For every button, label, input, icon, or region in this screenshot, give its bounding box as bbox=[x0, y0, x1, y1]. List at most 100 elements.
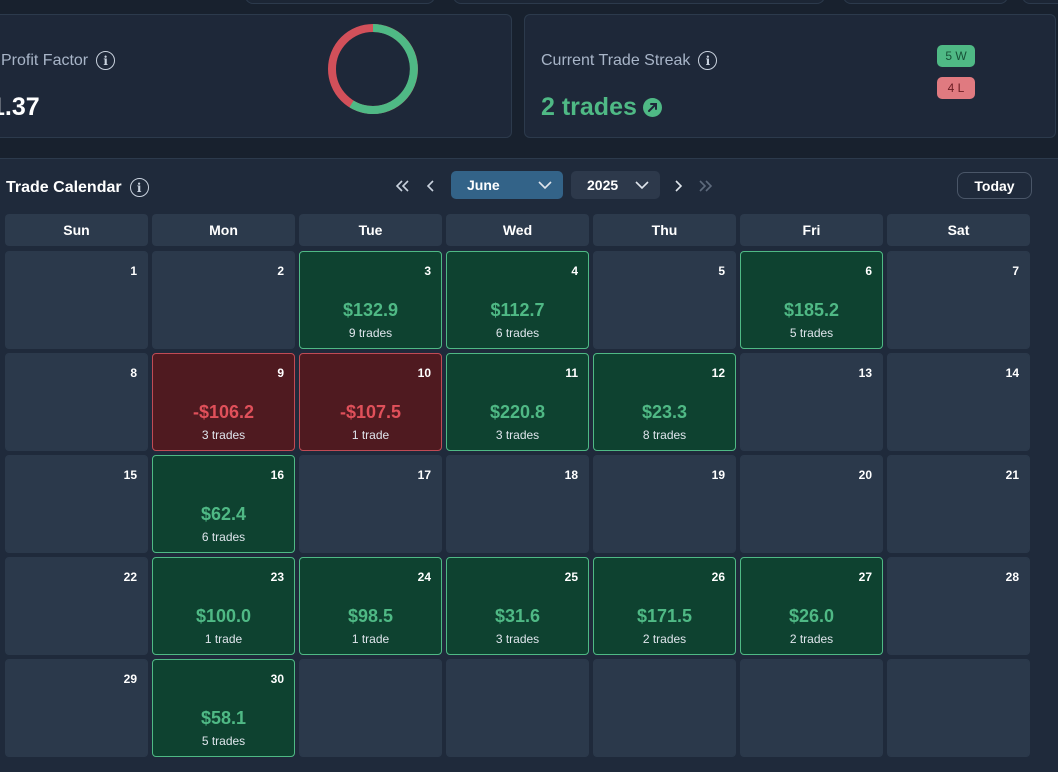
day-trade-count: 2 trades bbox=[789, 632, 834, 646]
calendar-day-cell[interactable]: 7 bbox=[887, 251, 1030, 349]
day-pnl: $132.9 bbox=[342, 300, 399, 320]
calendar-day-cell[interactable]: 26 $171.5 2 trades bbox=[593, 557, 736, 655]
year-value: 2025 bbox=[587, 177, 619, 193]
prev-year-button[interactable] bbox=[392, 176, 412, 196]
day-number: 10 bbox=[417, 366, 431, 380]
day-number: 13 bbox=[858, 366, 872, 380]
calendar-day-cell[interactable]: 19 bbox=[593, 455, 736, 553]
day-pnl: -$106.2 bbox=[192, 402, 255, 422]
calendar-day-cell[interactable]: 27 $26.0 2 trades bbox=[740, 557, 883, 655]
day-number: 27 bbox=[858, 570, 872, 584]
month-select[interactable]: June bbox=[451, 171, 563, 199]
calendar-day-cell[interactable]: 2 bbox=[152, 251, 295, 349]
next-month-button[interactable] bbox=[668, 176, 688, 196]
day-pnl: $31.6 bbox=[494, 606, 541, 626]
info-icon[interactable]: i bbox=[129, 178, 149, 197]
prev-month-button[interactable] bbox=[421, 176, 441, 196]
day-number: 15 bbox=[123, 468, 137, 482]
calendar-day-cell[interactable]: 21 bbox=[887, 455, 1030, 553]
calendar-day-cell[interactable] bbox=[740, 659, 883, 757]
calendar-day-cell[interactable]: 28 bbox=[887, 557, 1030, 655]
top-tab[interactable] bbox=[843, 0, 1008, 4]
calendar-day-cell[interactable]: 5 bbox=[593, 251, 736, 349]
day-number: 2 bbox=[277, 264, 284, 278]
calendar-day-cell[interactable]: 16 $62.4 6 trades bbox=[152, 455, 295, 553]
arrow-up-right-icon bbox=[642, 98, 662, 117]
day-trade-count: 3 trades bbox=[495, 428, 540, 442]
year-select[interactable]: 2025 bbox=[571, 171, 660, 199]
day-number: 21 bbox=[1005, 468, 1019, 482]
day-number: 19 bbox=[711, 468, 725, 482]
calendar-day-cell[interactable]: 17 bbox=[299, 455, 442, 553]
double-chevron-left-icon bbox=[395, 180, 409, 192]
calendar-day-cell[interactable] bbox=[446, 659, 589, 757]
day-trade-count: 6 trades bbox=[495, 326, 540, 340]
calendar-day-cell[interactable]: 4 $112.7 6 trades bbox=[446, 251, 589, 349]
calendar-day-cell[interactable]: 1 bbox=[5, 251, 148, 349]
calendar-day-cell[interactable]: 9 -$106.2 3 trades bbox=[152, 353, 295, 451]
calendar-day-cell[interactable]: 29 bbox=[5, 659, 148, 757]
calendar-day-cell[interactable] bbox=[887, 659, 1030, 757]
day-number: 9 bbox=[277, 366, 284, 380]
day-number: 24 bbox=[417, 570, 431, 584]
calendar-day-cell[interactable] bbox=[299, 659, 442, 757]
trade-streak-card: Current Trade Streak i 2 trades 5 W 4 L bbox=[524, 14, 1056, 138]
day-trade-count: 9 trades bbox=[348, 326, 393, 340]
calendar-day-cell[interactable]: 14 bbox=[887, 353, 1030, 451]
calendar-day-cell[interactable]: 18 bbox=[446, 455, 589, 553]
chevron-down-icon bbox=[538, 181, 552, 190]
calendar-day-cell[interactable]: 30 $58.1 5 trades bbox=[152, 659, 295, 757]
calendar-day-cell[interactable]: 22 bbox=[5, 557, 148, 655]
day-number: 23 bbox=[270, 570, 284, 584]
weekday-label: Fri bbox=[740, 214, 883, 246]
day-pnl: $220.8 bbox=[489, 402, 546, 422]
day-trade-count: 1 trade bbox=[351, 428, 390, 442]
day-trade-count: 1 trade bbox=[204, 632, 243, 646]
donut-win-arc bbox=[349, 24, 418, 114]
calendar-day-cell[interactable]: 10 -$107.5 1 trade bbox=[299, 353, 442, 451]
weekday-header: Sun Mon Tue Wed Thu Fri Sat bbox=[5, 214, 1033, 246]
top-tab[interactable] bbox=[1022, 0, 1058, 4]
day-number: 7 bbox=[1012, 264, 1019, 278]
calendar-day-cell[interactable]: 20 bbox=[740, 455, 883, 553]
day-pnl: $112.7 bbox=[490, 300, 545, 320]
today-button[interactable]: Today bbox=[957, 172, 1032, 199]
calendar-day-cell[interactable]: 12 $23.3 8 trades bbox=[593, 353, 736, 451]
weekday-label: Tue bbox=[299, 214, 442, 246]
calendar-day-cell[interactable]: 8 bbox=[5, 353, 148, 451]
info-icon[interactable]: i bbox=[698, 51, 718, 70]
info-icon[interactable]: i bbox=[96, 51, 116, 70]
day-number: 4 bbox=[571, 264, 578, 278]
chevron-left-icon bbox=[426, 180, 434, 192]
day-pnl: $26.0 bbox=[788, 606, 835, 626]
day-number: 28 bbox=[1005, 570, 1019, 584]
calendar-day-cell[interactable]: 15 bbox=[5, 455, 148, 553]
day-pnl: -$107.5 bbox=[339, 402, 402, 422]
day-number: 30 bbox=[270, 672, 284, 686]
day-number: 17 bbox=[417, 468, 431, 482]
top-tab[interactable] bbox=[453, 0, 825, 4]
calendar-day-cell[interactable]: 11 $220.8 3 trades bbox=[446, 353, 589, 451]
calendar-grid: 1 2 3 $132.9 9 trades 4 $112.7 6 trades 5 6 $185.2… bbox=[5, 251, 1033, 757]
day-number: 6 bbox=[865, 264, 872, 278]
day-number: 22 bbox=[123, 570, 137, 584]
day-trade-count: 6 trades bbox=[201, 530, 246, 544]
calendar-day-cell[interactable] bbox=[593, 659, 736, 757]
day-trade-count: 5 trades bbox=[201, 734, 246, 748]
calendar-day-cell[interactable]: 25 $31.6 3 trades bbox=[446, 557, 589, 655]
calendar-day-cell[interactable]: 3 $132.9 9 trades bbox=[299, 251, 442, 349]
calendar-day-cell[interactable]: 6 $185.2 5 trades bbox=[740, 251, 883, 349]
calendar-day-cell[interactable]: 23 $100.0 1 trade bbox=[152, 557, 295, 655]
wins-badge: 5 W bbox=[937, 45, 975, 67]
day-number: 11 bbox=[565, 366, 578, 380]
next-year-button[interactable] bbox=[696, 176, 716, 196]
month-value: June bbox=[467, 177, 500, 193]
weekday-label: Sat bbox=[887, 214, 1030, 246]
trade-streak-value: 2 trades bbox=[541, 93, 662, 122]
top-tab[interactable] bbox=[245, 0, 435, 4]
calendar-day-cell[interactable]: 24 $98.5 1 trade bbox=[299, 557, 442, 655]
day-number: 26 bbox=[711, 570, 725, 584]
day-number: 25 bbox=[564, 570, 578, 584]
calendar-day-cell[interactable]: 13 bbox=[740, 353, 883, 451]
day-pnl: $100.0 bbox=[195, 606, 252, 626]
